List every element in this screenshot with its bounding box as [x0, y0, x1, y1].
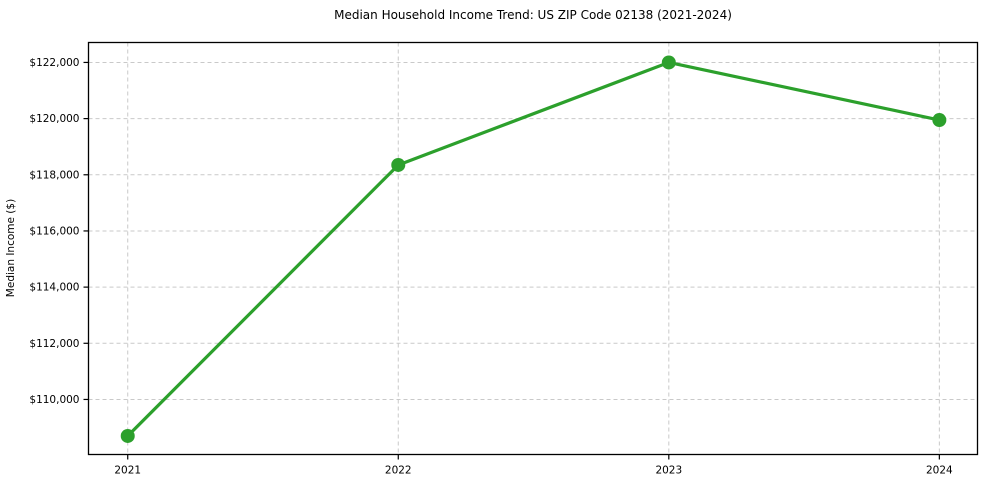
- y-tick-label: $122,000: [29, 57, 79, 69]
- y-tick-label: $114,000: [29, 282, 79, 294]
- x-tick-label: 2023: [655, 465, 682, 477]
- y-tick-label: $110,000: [29, 394, 79, 406]
- data-point: [120, 428, 135, 443]
- chart-title: Median Household Income Trend: US ZIP Co…: [334, 8, 732, 22]
- x-tick-label: 2021: [114, 465, 141, 477]
- data-point: [932, 113, 947, 128]
- y-tick-label: $120,000: [29, 113, 79, 125]
- x-tick-label: 2022: [385, 465, 412, 477]
- plot-border: [87, 41, 979, 456]
- data-point: [661, 55, 676, 70]
- y-axis-label: Median Income ($): [5, 198, 17, 298]
- x-tick-label: 2024: [926, 465, 953, 477]
- y-tick-label: $116,000: [29, 225, 79, 237]
- data-line: [126, 60, 941, 438]
- data-point: [391, 157, 406, 172]
- plot-background: [88, 42, 978, 455]
- y-tick-label: $112,000: [29, 338, 79, 350]
- y-tick-label: $118,000: [29, 169, 79, 181]
